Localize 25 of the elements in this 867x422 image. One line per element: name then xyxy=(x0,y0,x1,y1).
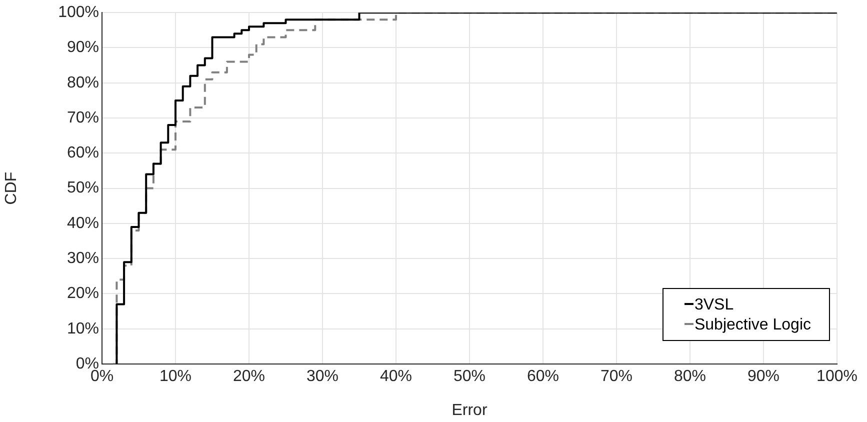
y-tick-label: 20% xyxy=(66,285,99,302)
legend-label: 3VSL xyxy=(694,296,734,314)
legend-label: Subjective Logic xyxy=(694,316,811,334)
x-tick-label: 20% xyxy=(232,368,266,386)
x-tick-label: 100% xyxy=(816,368,858,386)
y-axis-title: CDF xyxy=(3,172,20,205)
y-tick-label: 100% xyxy=(58,4,99,22)
x-tick-label: 90% xyxy=(747,368,780,386)
x-tick-label: 40% xyxy=(380,368,412,386)
x-tick-label: 70% xyxy=(600,368,633,386)
y-tick-label: 50% xyxy=(66,180,99,197)
x-tick-label: 10% xyxy=(159,368,192,386)
x-axis-title: Error xyxy=(452,402,488,419)
y-tick-label: 80% xyxy=(66,74,99,92)
y-tick-label: 60% xyxy=(66,144,99,162)
y-tick-label: 40% xyxy=(66,214,99,232)
y-tick-label: 30% xyxy=(66,250,99,267)
x-tick-label: 30% xyxy=(306,368,339,386)
y-tick-label: 90% xyxy=(66,39,99,56)
x-tick-label: 80% xyxy=(674,368,706,386)
y-tick-label: 70% xyxy=(66,109,99,126)
y-tick-label: 10% xyxy=(66,320,99,338)
x-tick-label: 60% xyxy=(526,368,560,386)
x-tick-label: 50% xyxy=(453,368,486,386)
x-tick-label: 0% xyxy=(90,368,114,386)
